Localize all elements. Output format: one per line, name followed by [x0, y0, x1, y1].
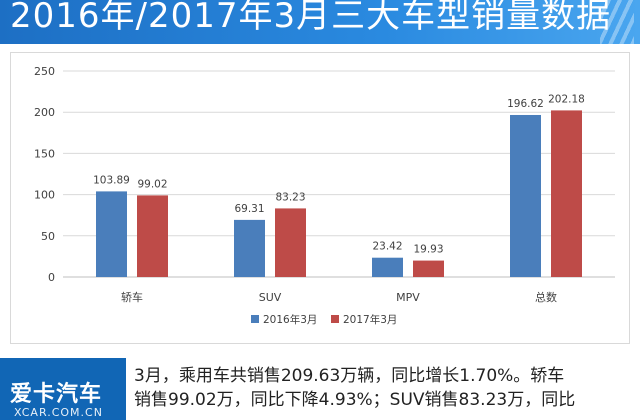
y-tick-label: 50: [41, 230, 55, 243]
data-label: 99.02: [137, 178, 167, 190]
brand-logo: 爱卡汽车 XCAR.COM.CN: [0, 358, 126, 420]
caption-line-2: 销售99.02万，同比下降4.93%；SUV销售83.23万，同比: [134, 390, 576, 410]
bar-2016: [96, 191, 127, 277]
data-label: 196.62: [507, 98, 544, 110]
legend-swatch: [251, 315, 259, 323]
data-label: 23.42: [372, 241, 402, 253]
bar-2017: [275, 208, 306, 277]
y-tick-label: 200: [34, 106, 55, 119]
legend-label: 2016年3月: [263, 313, 317, 326]
data-label: 83.23: [275, 191, 305, 203]
x-tick-label: 总数: [535, 290, 557, 304]
bar-2017: [413, 260, 444, 277]
bar-2016: [510, 114, 541, 277]
logo-subtext: XCAR.COM.CN: [14, 406, 103, 419]
bar-2016: [234, 219, 265, 277]
y-tick-label: 100: [34, 189, 55, 202]
x-tick-label: SUV: [259, 291, 282, 304]
data-label: 202.18: [548, 93, 585, 105]
legend-label: 2017年3月: [343, 313, 397, 326]
legend-swatch: [331, 315, 339, 323]
y-tick-label: 150: [34, 147, 55, 160]
header-banner: 2016年/2017年3月三大车型销量数据: [0, 0, 640, 44]
bar-2017: [137, 195, 168, 277]
data-label: 103.89: [93, 174, 130, 186]
x-tick-label: 轿车: [121, 290, 143, 304]
caption-line-1: 3月，乘用车共销售209.63万辆，同比增长1.70%。轿车: [134, 366, 565, 386]
header-stripe-decoration: [600, 0, 634, 44]
bar-chart: 0 50 100 150 200 250 103.89 99.02 轿车 69.31 83.23 SU…: [34, 65, 615, 326]
bar-2017: [551, 110, 582, 277]
bar-2016: [372, 257, 403, 277]
y-tick-label: 0: [48, 271, 55, 284]
chart-panel: 0 50 100 150 200 250 103.89 99.02 轿车 69.31 83.23 SU…: [10, 52, 630, 344]
data-label: 19.93: [413, 244, 443, 256]
data-label: 69.31: [234, 203, 264, 215]
logo-text: 爱卡汽车: [10, 382, 103, 407]
y-tick-label: 250: [34, 65, 55, 78]
caption-text: 3月，乘用车共销售209.63万辆，同比增长1.70%。轿车 销售99.02万，…: [134, 364, 634, 412]
x-tick-label: MPV: [396, 291, 420, 304]
page-title: 2016年/2017年3月三大车型销量数据: [10, 0, 612, 36]
